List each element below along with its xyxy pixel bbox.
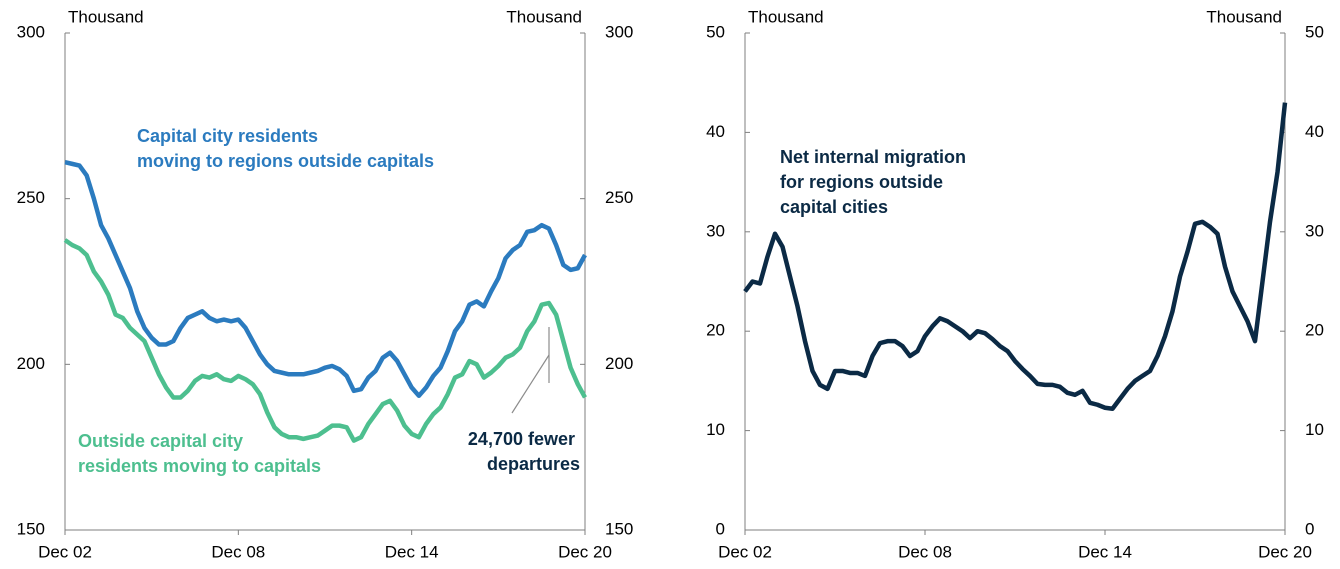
y-unit: Thousand <box>68 7 144 26</box>
x-tick-label: Dec 20 <box>558 542 612 561</box>
y2-tick-label: 250 <box>605 188 633 207</box>
y-tick-label: 10 <box>706 420 725 439</box>
annotation: 24,700 fewer departures <box>468 429 580 474</box>
x-tick-label: Dec 14 <box>1078 542 1132 561</box>
y2-tick-label: 20 <box>1305 321 1324 340</box>
y-tick-label: 300 <box>17 22 45 41</box>
x-tick-label: Dec 02 <box>38 542 92 561</box>
x-tick-label: Dec 08 <box>211 542 265 561</box>
y2-tick-label: 50 <box>1305 22 1324 41</box>
series-label: Capital city residents moving to regions… <box>137 126 434 171</box>
series-line <box>63 238 587 443</box>
y-tick-label: 150 <box>17 519 45 538</box>
y-tick-label: 50 <box>706 22 725 41</box>
y2-unit: Thousand <box>506 7 582 26</box>
y-unit: Thousand <box>748 7 824 26</box>
x-tick-label: Dec 20 <box>1258 542 1312 561</box>
y-tick-label: 20 <box>706 321 725 340</box>
y2-unit: Thousand <box>1206 7 1282 26</box>
y-tick-label: 250 <box>17 188 45 207</box>
series-line <box>743 102 1288 411</box>
y2-tick-label: 150 <box>605 519 633 538</box>
y2-tick-label: 30 <box>1305 221 1324 240</box>
y2-tick-label: 40 <box>1305 122 1324 141</box>
y2-tick-label: 200 <box>605 354 633 373</box>
x-tick-label: Dec 14 <box>385 542 439 561</box>
series-line <box>64 160 587 399</box>
series-label: Outside capital city residents moving to… <box>78 431 321 476</box>
y2-tick-label: 0 <box>1305 519 1314 538</box>
y2-tick-label: 10 <box>1305 420 1324 439</box>
y-tick-label: 30 <box>706 221 725 240</box>
x-tick-label: Dec 02 <box>718 542 772 561</box>
y2-tick-label: 300 <box>605 22 633 41</box>
series-label: Net internal migration for regions outsi… <box>780 147 971 217</box>
y-tick-label: 200 <box>17 354 45 373</box>
x-tick-label: Dec 08 <box>898 542 952 561</box>
annotation-leader <box>511 354 550 414</box>
y-tick-label: 40 <box>706 122 725 141</box>
y-tick-label: 0 <box>716 519 725 538</box>
